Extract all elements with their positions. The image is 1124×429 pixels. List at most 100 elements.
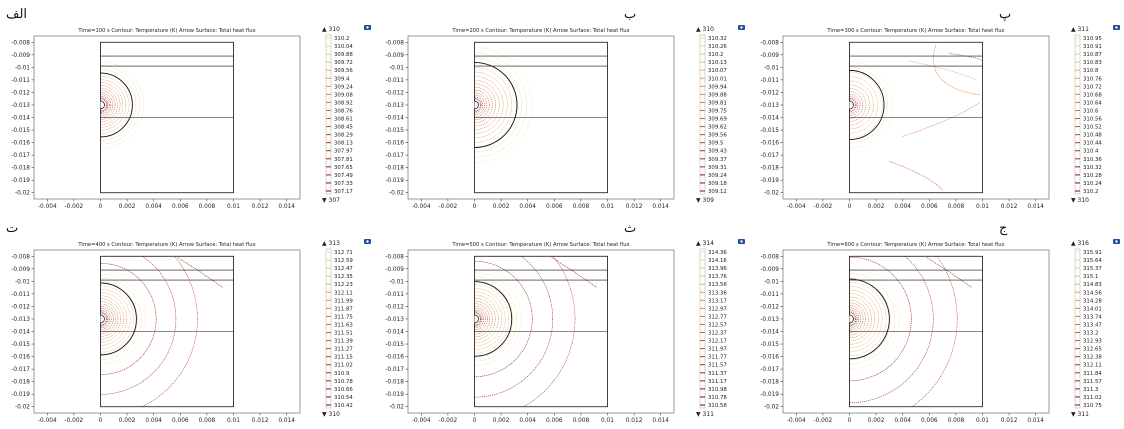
colorbar-level-label: 309.5 <box>708 141 723 147</box>
isotherm <box>100 277 142 361</box>
y-tick-label: -0.012 <box>385 304 404 310</box>
isotherm <box>100 65 140 145</box>
contour-panel-6: ج Time=600 s Contour: Temperature (K) Arr… <box>760 221 1120 424</box>
isotherm <box>849 98 856 112</box>
isotherm <box>100 312 107 326</box>
y-tick-label: -0.008 <box>385 40 404 46</box>
x-tick-label: 0.008 <box>948 204 965 210</box>
isotherm <box>474 294 499 344</box>
x-tick-label: -0.002 <box>439 204 458 210</box>
x-tick-label: -0.004 <box>38 418 57 424</box>
x-tick-label: 0.006 <box>546 418 563 424</box>
contour-panel-1: الف Time=100 s Contour: Temperature (K) A… <box>6 7 371 210</box>
colorbar-level-label: 310.44 <box>1083 141 1102 147</box>
colorbar-level-label: 309.24 <box>708 173 727 179</box>
colorbar-level-label: 309.69 <box>708 117 727 123</box>
colorbar-level-label: 308.76 <box>334 108 353 114</box>
colorbar-level-label: 309.88 <box>708 92 727 98</box>
isotherm <box>849 273 896 365</box>
colorbar-level-label: 312.17 <box>708 339 727 345</box>
y-tick-label: -0.008 <box>760 254 779 260</box>
isotherm <box>100 98 108 112</box>
x-tick-label: 0.006 <box>546 204 563 210</box>
colorbar-max-label: ▲ 310 <box>696 26 714 33</box>
colorbar-level-label: 309.4 <box>334 76 350 82</box>
isotherm <box>100 311 109 327</box>
y-tick-label: -0.008 <box>11 254 30 260</box>
colorbar-level-label: 312.38 <box>1083 355 1102 361</box>
colorbar-level-label: 314.83 <box>1083 282 1102 288</box>
y-tick-label: -0.014 <box>11 116 30 122</box>
colorbar-level-label: 313.36 <box>708 290 727 296</box>
x-tick-label: -0.004 <box>38 204 57 210</box>
y-tick-label: -0.009 <box>385 267 404 273</box>
y-tick-label: -0.018 <box>385 380 404 386</box>
isotherm <box>474 305 488 333</box>
isotherm <box>849 66 888 144</box>
colorbar-level-label: 310.64 <box>1083 100 1102 106</box>
y-tick-label: -0.02 <box>15 405 30 411</box>
y-tick-label: -0.019 <box>11 392 30 398</box>
colorbar-level-label: 310.87 <box>1083 52 1102 58</box>
colorbar-level-label: 311.84 <box>1083 371 1102 377</box>
plot-title: Time=100 s Contour: Temperature (K) Arro… <box>77 28 255 34</box>
y-tick-label: -0.01 <box>389 279 404 285</box>
colorbar-level-label: 315.91 <box>1083 250 1102 256</box>
y-tick-label: -0.011 <box>11 292 30 298</box>
isotherm <box>849 268 900 370</box>
y-tick-label: -0.017 <box>11 153 30 159</box>
colorbar-level-label: 308.45 <box>334 125 353 131</box>
y-tick-label: -0.01 <box>15 65 30 71</box>
y-tick-label: -0.018 <box>11 166 30 172</box>
plot-title: Time=600 s Contour: Temperature (K) Arro… <box>826 242 1004 248</box>
colorbar-level-label: 310.42 <box>334 403 353 409</box>
x-tick-label: 0.008 <box>199 204 216 210</box>
colorbar-level-label: 309.56 <box>334 68 353 74</box>
x-tick-label: -0.002 <box>65 418 84 424</box>
isotherm <box>100 281 138 357</box>
plot-title: Time=200 s Contour: Temperature (K) Arro… <box>451 28 629 34</box>
colorbar-level-label: 312.93 <box>1083 339 1102 345</box>
y-tick-label: -0.009 <box>760 267 779 273</box>
colorbar-level-label: 311.15 <box>334 355 353 361</box>
colorbar-level-label: 311.63 <box>334 322 353 328</box>
isotherm <box>902 102 980 137</box>
isotherm <box>100 289 131 349</box>
x-tick-label: 0.012 <box>1001 204 1018 210</box>
colorbar-level-label: 312.77 <box>708 314 727 320</box>
isotherm <box>849 71 883 139</box>
isotherm <box>474 57 522 153</box>
isotherm <box>100 61 144 149</box>
y-tick-label: -0.009 <box>760 53 779 59</box>
y-tick-label: -0.009 <box>11 53 30 59</box>
y-tick-label: -0.014 <box>385 116 404 122</box>
heat-source <box>849 100 854 110</box>
x-tick-label: 0 <box>473 204 477 210</box>
x-tick-label: 0.002 <box>119 418 136 424</box>
colorbar-level-label: 314.01 <box>1083 306 1102 312</box>
colorbar-level-label: 315.64 <box>1083 258 1102 264</box>
colorbar-min-label: ▼ 310 <box>322 411 340 418</box>
isotherm <box>474 96 483 114</box>
x-tick-label: 0.004 <box>519 204 536 210</box>
y-tick-label: -0.013 <box>760 103 779 109</box>
colorbar-level-label: 307.65 <box>334 165 353 171</box>
y-tick-label: -0.011 <box>760 78 779 84</box>
colorbar-level-label: 310.2 <box>708 52 723 58</box>
isotherm <box>909 60 976 81</box>
x-tick-label: 0.006 <box>921 418 938 424</box>
colorbar-level-label: 309.24 <box>334 84 353 90</box>
y-tick-label: -0.019 <box>760 392 779 398</box>
colorbar-level-label: 311.97 <box>708 347 727 353</box>
colorbar-level-label: 310.2 <box>334 36 349 42</box>
isotherm <box>933 44 980 96</box>
isotherm <box>474 284 510 354</box>
y-tick-label: -0.019 <box>385 392 404 398</box>
x-tick-label: 0 <box>99 204 103 210</box>
y-tick-label: -0.017 <box>11 367 30 373</box>
melting-front <box>474 281 513 357</box>
colorbar-level-label: 310.68 <box>1083 92 1102 98</box>
x-tick-label: 0.01 <box>976 418 989 424</box>
y-tick-label: -0.015 <box>11 342 30 348</box>
y-tick-label: -0.01 <box>764 65 779 71</box>
